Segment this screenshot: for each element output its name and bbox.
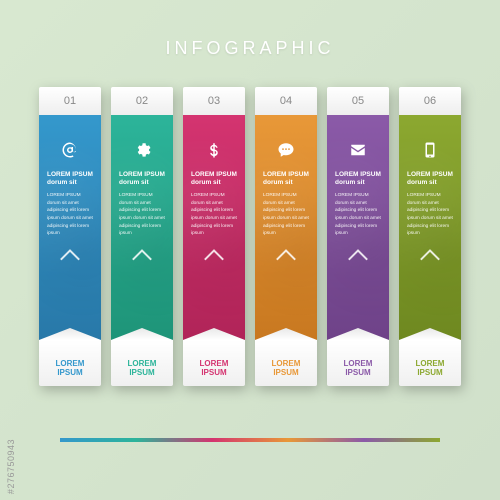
body-title: LOREM IPSUM dorum sit xyxy=(117,171,167,188)
footer-label-2: IPSUM xyxy=(345,368,370,378)
column-body: LOREM IPSUM dorum sit LOREM IPSUM dorum … xyxy=(327,115,389,340)
watermark: #276750943 xyxy=(6,439,16,494)
footer-label-1: LOREM xyxy=(344,359,373,369)
footer-label-2: IPSUM xyxy=(57,368,82,378)
chevron-up-icon xyxy=(261,252,311,266)
gradient-bar xyxy=(60,438,440,442)
number-tab: 04 xyxy=(255,87,317,115)
footer-label-2: IPSUM xyxy=(201,368,226,378)
columns-container: 01 LOREM IPSUM dorum sit LOREM IPSUM dor… xyxy=(9,87,491,386)
number-tab: 01 xyxy=(39,87,101,115)
column-05: 05 LOREM IPSUM dorum sit LOREM IPSUM dor… xyxy=(327,87,389,386)
body-title: LOREM IPSUM dorum sit xyxy=(405,171,455,188)
footer-label-1: LOREM xyxy=(200,359,229,369)
footer-label-1: LOREM xyxy=(416,359,445,369)
chevron-up-icon xyxy=(333,252,383,266)
body-text: LOREM IPSUM dorum sit amet adipiscing el… xyxy=(189,192,239,238)
body-title: LOREM IPSUM dorum sit xyxy=(333,171,383,188)
column-body: LOREM IPSUM dorum sit LOREM IPSUM dorum … xyxy=(39,115,101,340)
body-title: LOREM IPSUM dorum sit xyxy=(189,171,239,188)
footer-label-1: LOREM xyxy=(128,359,157,369)
footer-label-1: LOREM xyxy=(272,359,301,369)
body-text: LOREM IPSUM dorum sit amet adipiscing el… xyxy=(45,192,95,238)
footer-tab: LOREM IPSUM xyxy=(255,340,317,386)
footer-tab: LOREM IPSUM xyxy=(39,340,101,386)
chevron-up-icon xyxy=(117,252,167,266)
body-text: LOREM IPSUM dorum sit amet adipiscing el… xyxy=(261,192,311,238)
chevron-up-icon xyxy=(189,252,239,266)
number-tab: 05 xyxy=(327,87,389,115)
chat-icon xyxy=(261,141,311,159)
column-body: LOREM IPSUM dorum sit LOREM IPSUM dorum … xyxy=(183,115,245,340)
footer-label-2: IPSUM xyxy=(417,368,442,378)
dollar-icon xyxy=(189,141,239,159)
column-04: 04 LOREM IPSUM dorum sit LOREM IPSUM dor… xyxy=(255,87,317,386)
column-03: 03 LOREM IPSUM dorum sit LOREM IPSUM dor… xyxy=(183,87,245,386)
body-text: LOREM IPSUM dorum sit amet adipiscing el… xyxy=(333,192,383,238)
number-tab: 03 xyxy=(183,87,245,115)
body-text: LOREM IPSUM dorum sit amet adipiscing el… xyxy=(117,192,167,238)
column-body: LOREM IPSUM dorum sit LOREM IPSUM dorum … xyxy=(399,115,461,340)
footer-label-2: IPSUM xyxy=(129,368,154,378)
chevron-up-icon xyxy=(405,252,455,266)
body-text: LOREM IPSUM dorum sit amet adipiscing el… xyxy=(405,192,455,238)
mail-icon xyxy=(333,141,383,159)
infographic-title: INFOGRAPHIC xyxy=(165,38,334,59)
body-title: LOREM IPSUM dorum sit xyxy=(45,171,95,188)
column-body: LOREM IPSUM dorum sit LOREM IPSUM dorum … xyxy=(255,115,317,340)
column-body: LOREM IPSUM dorum sit LOREM IPSUM dorum … xyxy=(111,115,173,340)
column-01: 01 LOREM IPSUM dorum sit LOREM IPSUM dor… xyxy=(39,87,101,386)
footer-tab: LOREM IPSUM xyxy=(327,340,389,386)
chevron-up-icon xyxy=(45,252,95,266)
gear-icon xyxy=(117,141,167,159)
body-title: LOREM IPSUM dorum sit xyxy=(261,171,311,188)
footer-tab: LOREM IPSUM xyxy=(183,340,245,386)
footer-tab: LOREM IPSUM xyxy=(399,340,461,386)
column-02: 02 LOREM IPSUM dorum sit LOREM IPSUM dor… xyxy=(111,87,173,386)
column-06: 06 LOREM IPSUM dorum sit LOREM IPSUM dor… xyxy=(399,87,461,386)
number-tab: 06 xyxy=(399,87,461,115)
phone-icon xyxy=(405,141,455,159)
footer-label-2: IPSUM xyxy=(273,368,298,378)
at-icon xyxy=(45,141,95,159)
number-tab: 02 xyxy=(111,87,173,115)
footer-label-1: LOREM xyxy=(56,359,85,369)
footer-tab: LOREM IPSUM xyxy=(111,340,173,386)
